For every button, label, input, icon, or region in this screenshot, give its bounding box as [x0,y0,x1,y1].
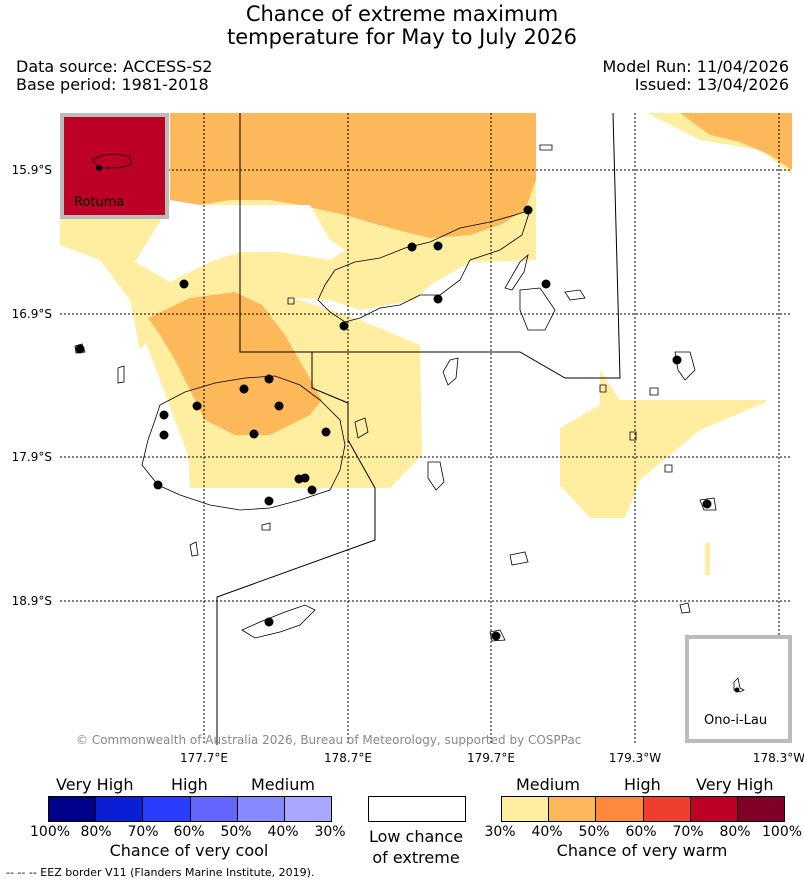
lon-label-179-3w: 179.3°W [609,751,661,765]
warm-header-very-high: Very High [696,775,774,794]
warm-tick-2: 50% [578,824,610,840]
cool-legend-title: Chance of very cool [109,841,269,860]
cool-tick-4: 50% [220,824,252,840]
warm-tick-0: 30% [484,824,516,840]
warm-colorbar-cell-5 [736,797,785,821]
cool-colorbar-cell-4 [236,797,284,821]
ono-i-lau-inset: Ono-i-Lau [685,635,792,743]
taveuni-coast [504,253,529,291]
cool-colorbar-cell-1 [95,797,143,821]
lon-label-178-3w: 178.3°W [753,751,804,765]
base-period-label: Base period: 1981-2018 [16,75,209,94]
cool-colorbar-cell-0 [49,797,96,821]
cool-tick-3: 60% [173,824,205,840]
warm-legend-title: Chance of very warm [556,841,728,860]
viti-levu-coast [141,375,346,511]
cool-colorbar-cell-3 [189,797,237,821]
warm-colorbar-cell-1 [548,797,596,821]
boundary-lines [216,112,621,745]
shading-40-50-central [148,292,322,435]
warm-colorbar-cell-2 [595,797,643,821]
map-title-line-2: temperature for May to July 2026 [227,25,577,49]
warm-colorbar [501,796,785,822]
cool-header-medium: Medium [251,775,315,794]
model-run-label: Model Run: 11/04/2026 [602,57,790,76]
cool-colorbar-cell-5 [283,797,332,821]
ono-i-lau-label: Ono-i-Lau [704,713,767,728]
shading-30-40-east [560,370,766,518]
map-title-line-1: Chance of extreme maximum [245,2,559,26]
cool-tick-1: 80% [80,824,112,840]
probability-shading [60,113,792,575]
low-chance-label-2: of extreme [372,848,460,867]
cool-tick-0: 100% [30,824,71,840]
lon-label-179-7e: 179.7°E [467,751,515,765]
rotuma-label: Rotuma [74,195,124,210]
warm-colorbar-cell-3 [642,797,690,821]
warm-tick-3: 60% [625,824,657,840]
shading-40-50-ne [680,113,792,170]
cool-header-high: High [171,775,208,794]
issued-label: Issued: 13/04/2026 [634,75,789,94]
lon-label-177-7e: 177.7°E [180,751,228,765]
warm-colorbar-cell-0 [502,797,549,821]
lon-label-178-7e: 178.7°E [324,751,372,765]
shading-30-40-strip [705,543,710,575]
shading-40-50-north [170,113,536,238]
cool-colorbar [48,796,332,822]
warm-header-medium: Medium [516,775,580,794]
cool-tick-2: 70% [127,824,159,840]
low-chance-label-1: Low chance [368,827,464,846]
coastlines [74,144,717,642]
cool-tick-6: 30% [314,824,346,840]
warm-tick-5: 80% [719,824,751,840]
warm-header-high: High [624,775,661,794]
cool-tick-5: 40% [267,824,299,840]
data-source-label: Data source: ACCESS-S2 [16,57,213,76]
station-markers [75,205,712,641]
warm-tick-6: 100% [762,824,803,840]
warm-tick-4: 70% [672,824,704,840]
low-chance-swatch [368,796,466,822]
copyright-notice: © Commonwealth of Australia 2026, Bureau… [76,733,581,747]
lat-label-17-9: 17.9°S [12,450,52,464]
kadavu-coast [241,604,316,639]
lat-label-16-9: 16.9°S [12,307,52,321]
warm-tick-1: 40% [531,824,563,840]
eez-border-note: -- -- -- EEZ border V11 (Flanders Marine… [6,866,315,879]
vanua-levu-coast [317,209,531,323]
graticule [60,113,792,745]
warm-colorbar-cell-4 [689,797,737,821]
lat-label-18-9: 18.9°S [12,594,52,608]
lat-label-15-9: 15.9°S [12,163,52,177]
cool-header-very-high: Very High [56,775,134,794]
cool-colorbar-cell-2 [142,797,190,821]
rotuma-inset: Rotuma [60,113,169,219]
